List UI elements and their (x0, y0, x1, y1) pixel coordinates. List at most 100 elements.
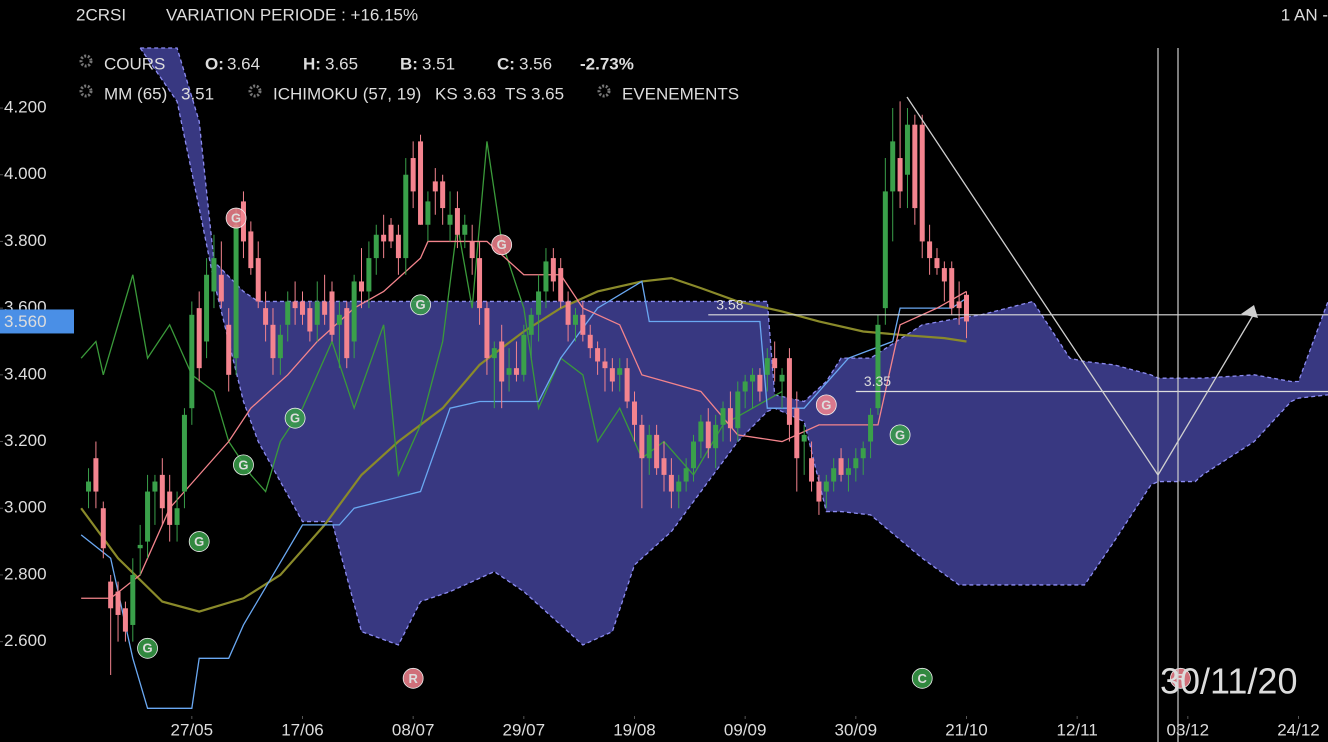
candle-body (373, 234, 379, 259)
candle-body (491, 348, 497, 359)
candle-body (469, 241, 475, 259)
quote-field-label: C: (497, 54, 515, 73)
y-tick-label: 3.800 (4, 231, 47, 250)
candle-body (196, 308, 202, 369)
event-marker (1170, 667, 1191, 689)
event-marker (815, 394, 837, 416)
gear-icon[interactable] (79, 54, 93, 68)
candle-body (698, 421, 704, 442)
candle-body (845, 468, 851, 475)
event-marker (225, 207, 247, 229)
candle-body (904, 124, 910, 175)
event-label: G (821, 397, 831, 412)
event-label: G (895, 427, 905, 442)
candle-body (359, 281, 365, 292)
candle-body (248, 231, 254, 269)
period-selector[interactable]: 1 AN - (1281, 5, 1328, 24)
candle-body (462, 224, 468, 235)
candle-body (145, 491, 151, 542)
level-label: 3.35 (864, 373, 891, 389)
level-label: 3.58 (716, 297, 743, 313)
gear-icon[interactable] (597, 84, 611, 98)
candle-body (108, 581, 114, 609)
candle-body (152, 481, 158, 492)
cloud-lower (139, 47, 1328, 646)
candle-body (395, 234, 401, 259)
candle-body (838, 458, 844, 475)
candle-body (440, 181, 446, 209)
candle-body (351, 281, 357, 342)
price-tag (0, 309, 74, 334)
quote-field-label: H: (303, 54, 321, 73)
candle-body (174, 508, 180, 525)
event-label: R (1176, 671, 1186, 686)
candle-body (683, 468, 689, 482)
y-tick-label: 3.200 (4, 431, 47, 450)
candle-body (329, 291, 335, 335)
candle-body (868, 414, 874, 442)
event-label: G (238, 457, 248, 472)
candle-body (595, 348, 601, 362)
indicator-legend: ICHIMOKU (57, 19) (273, 84, 421, 103)
candle-body (890, 141, 896, 192)
candle-body (226, 324, 232, 375)
plot-area: 2.6002.8003.0003.2003.4003.6003.8004.000… (0, 47, 1328, 739)
candle-body (786, 358, 792, 425)
candle-body (447, 214, 453, 225)
candle-body (189, 314, 195, 409)
event-label: G (142, 641, 152, 656)
gear-icon[interactable] (79, 84, 93, 98)
candle-body (543, 261, 549, 292)
price-tag-label: 3.560 (4, 312, 47, 331)
candle-body (750, 374, 756, 382)
candle-body (949, 268, 955, 309)
quote-field-value: 3.51 (422, 54, 455, 73)
x-tick-label: 12/11 (1057, 720, 1098, 739)
candle-body (764, 358, 770, 375)
candle-body (609, 368, 615, 382)
candle-body (484, 308, 490, 359)
candle-body (831, 468, 837, 482)
candle-body (587, 334, 593, 349)
x-tick-label: 27/05 (171, 720, 214, 739)
candle-body (735, 391, 741, 429)
gear-icon[interactable] (248, 84, 262, 98)
cloud-fill (140, 48, 1328, 645)
event-label: G (497, 237, 507, 252)
event-label: R (408, 671, 418, 686)
candle-body (720, 408, 726, 425)
candle-body (322, 301, 328, 315)
candle-body (934, 258, 940, 269)
events-legend[interactable]: EVENEMENTS (622, 84, 739, 103)
candle-body (941, 268, 947, 282)
quote-field-label: B: (400, 54, 418, 73)
y-tick-label: 4.000 (4, 164, 47, 183)
candle-body (388, 224, 394, 242)
candle-body (263, 308, 269, 325)
event-label: G (194, 534, 204, 549)
event-marker (188, 531, 210, 552)
candle-body (927, 241, 933, 259)
event-label: G (290, 411, 300, 426)
candle-body (853, 458, 859, 469)
candle-body (418, 141, 424, 225)
candle-body (801, 434, 807, 442)
indicator-line (80, 276, 967, 613)
y-tick-label: 4.200 (4, 98, 47, 117)
candle-body (277, 334, 283, 359)
candle-body (536, 291, 542, 315)
quote-label: COURS (104, 54, 165, 73)
candle-body (779, 374, 785, 382)
candle-body (181, 414, 187, 492)
event-label: G (415, 297, 425, 312)
quote-field-value: 3.64 (227, 54, 260, 73)
candle-body (233, 224, 239, 359)
y-tick-label: 3.400 (4, 364, 47, 383)
event-marker (889, 424, 911, 446)
candle-body (307, 308, 313, 332)
cursor-date: 30/11/20 (1160, 661, 1297, 702)
candle-body (513, 368, 519, 375)
candle-body (727, 408, 733, 429)
candle-body (115, 591, 121, 615)
candle-body (617, 368, 623, 375)
